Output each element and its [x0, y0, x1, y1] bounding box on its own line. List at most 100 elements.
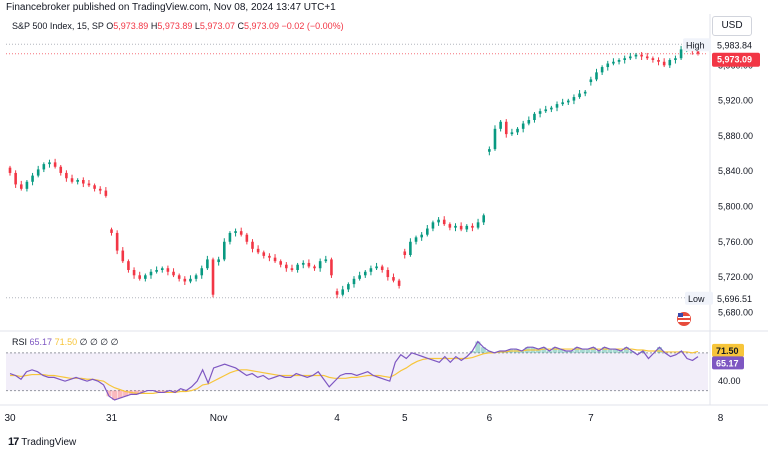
candle — [144, 273, 147, 282]
candle — [347, 282, 350, 293]
candle-body — [59, 166, 63, 173]
candle-body — [448, 224, 452, 228]
candle-body — [499, 121, 502, 129]
candle-body — [566, 100, 570, 103]
candle — [651, 56, 655, 63]
candle-body — [488, 149, 491, 152]
candle — [521, 120, 525, 133]
price-tick-label: 5,680.00 — [718, 307, 753, 317]
candle-body — [65, 172, 68, 179]
candle — [296, 262, 299, 273]
candle — [36, 165, 40, 178]
candle — [14, 170, 17, 188]
overbought-fill — [574, 347, 580, 353]
candle — [138, 271, 142, 281]
candle-body — [115, 232, 119, 251]
candle-body — [645, 56, 649, 59]
candle-body — [245, 234, 249, 242]
overbought-fill — [480, 347, 486, 353]
candle — [380, 264, 384, 273]
candle-body — [285, 264, 288, 269]
oversold-fill — [139, 390, 145, 393]
low-value: 5,973.07 — [199, 21, 235, 31]
candle-body — [363, 271, 367, 276]
candle — [578, 90, 581, 99]
candle — [510, 128, 514, 136]
candle-body — [510, 132, 514, 135]
price-tick-label: 5,840.00 — [718, 166, 753, 176]
candle — [318, 258, 322, 272]
high-value-tag-text: 5,983.84 — [717, 40, 752, 50]
candle — [87, 180, 91, 188]
oversold-fill — [123, 390, 129, 397]
candle-body — [538, 111, 542, 114]
candle-body — [347, 284, 350, 290]
candle — [431, 220, 435, 232]
candle — [279, 259, 282, 268]
tradingview-footer[interactable]: 17 TradingView — [8, 436, 76, 448]
candle — [70, 174, 74, 184]
candle — [437, 217, 440, 226]
candle-body — [98, 188, 102, 191]
candle — [550, 105, 553, 113]
candle — [662, 58, 666, 68]
candle — [465, 224, 469, 233]
candle-body — [657, 60, 660, 62]
candle — [290, 264, 294, 272]
candle — [341, 285, 345, 297]
last-price-tag-text: 5,973.09 — [717, 55, 752, 65]
candle-body — [606, 63, 610, 68]
time-tick-label: 30 — [4, 413, 16, 424]
overbought-fill — [590, 347, 596, 353]
time-tick-label: 31 — [106, 413, 118, 424]
low-label-text: Low — [688, 294, 705, 304]
candle — [589, 76, 593, 86]
candle-body — [634, 54, 638, 57]
candle-body — [189, 278, 192, 282]
candle-body — [8, 167, 12, 173]
candle-body — [341, 289, 345, 295]
overbought-fill — [656, 347, 662, 353]
candle — [657, 57, 660, 66]
candle-body — [296, 264, 299, 270]
price-tick-label: 5,720.00 — [718, 272, 753, 282]
candle-body — [600, 67, 604, 73]
candle — [645, 52, 649, 60]
candle — [482, 213, 486, 225]
candle-body — [307, 262, 311, 267]
candle — [222, 238, 226, 262]
price-tick-label: 5,800.00 — [718, 201, 753, 211]
price-tags: High 5,983.84 Low 5,696.51 5,973.09 71.50 65.1… — [677, 38, 760, 370]
rsi-band — [6, 352, 708, 391]
candle-body — [623, 58, 626, 60]
symbol-legend: S&P 500 Index, 15, SP O5,973.89 H5,973.8… — [12, 21, 344, 31]
oversold-fill — [106, 390, 112, 397]
candle-body — [206, 259, 209, 269]
candle-body — [262, 252, 266, 256]
candle — [115, 230, 119, 255]
candle-body — [93, 185, 96, 189]
high-value-tag: 5,983.84 — [717, 40, 752, 50]
candle — [403, 248, 407, 259]
axes: 5,680.00 5,720.00 5,760.00 5,800.00 5,840.00… — [4, 60, 753, 424]
candle-body — [301, 262, 305, 265]
currency-button[interactable]: USD — [712, 16, 752, 36]
candle — [172, 268, 175, 278]
tradingview-logo-icon: 17 — [8, 436, 19, 448]
oversold-fill — [161, 390, 167, 393]
candle — [561, 98, 564, 106]
candle — [149, 269, 153, 279]
candle — [234, 228, 237, 237]
candle — [273, 254, 277, 263]
time-tick-label: 4 — [334, 413, 340, 424]
overbought-fill — [618, 350, 624, 353]
candle — [48, 159, 51, 168]
candle — [600, 65, 604, 75]
candle-body — [544, 109, 548, 112]
candle-body — [533, 113, 536, 120]
grid — [0, 14, 768, 406]
candle — [194, 273, 198, 282]
low-value-tag-text: 5,696.51 — [717, 294, 752, 304]
candle — [544, 105, 548, 113]
